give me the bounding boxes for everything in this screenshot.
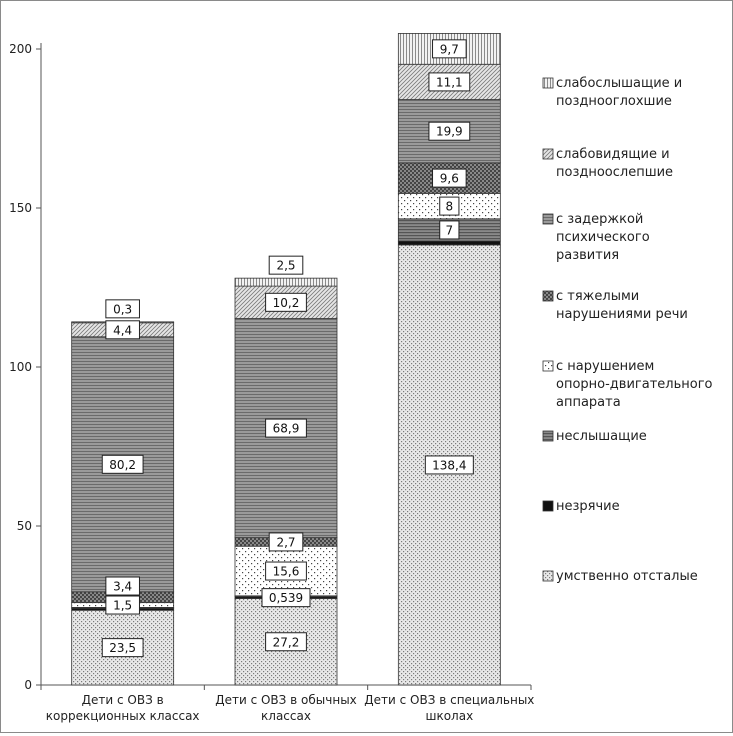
bar-segment bbox=[234, 277, 338, 287]
data-label: 0,539 bbox=[269, 591, 303, 605]
legend-label: поздноослепшие bbox=[556, 165, 673, 180]
data-label: 15,6 bbox=[273, 565, 300, 579]
data-label-box bbox=[101, 638, 144, 658]
legend-swatch bbox=[542, 570, 554, 582]
y-tick-label: 150 bbox=[9, 201, 32, 215]
data-label: 23,5 bbox=[109, 641, 136, 655]
legend-label: развития bbox=[556, 248, 619, 263]
y-tick-label: 200 bbox=[9, 42, 32, 56]
data-label-box bbox=[428, 72, 471, 92]
data-label: 9,6 bbox=[440, 172, 459, 186]
data-label: 2,5 bbox=[276, 259, 295, 273]
legend-swatch bbox=[542, 430, 554, 442]
x-tick-label: школах bbox=[425, 709, 473, 723]
legend-swatch bbox=[542, 290, 554, 302]
data-label: 7 bbox=[446, 223, 454, 237]
legend-label: слабослышащие и bbox=[556, 76, 682, 91]
data-label-box bbox=[105, 320, 140, 340]
data-label-box bbox=[105, 595, 140, 615]
data-label: 1,5 bbox=[113, 599, 132, 613]
x-tick-label: Дети с ОВЗ в bbox=[82, 693, 164, 707]
legend-label: позднооглохшие bbox=[556, 94, 672, 109]
data-label: 138,4 bbox=[432, 458, 466, 472]
data-label-box bbox=[261, 588, 311, 608]
legend-swatch bbox=[542, 213, 554, 225]
data-label-box bbox=[101, 454, 144, 474]
x-tick-label: классах bbox=[261, 709, 311, 723]
data-label-box bbox=[265, 418, 307, 438]
data-label-box bbox=[439, 220, 460, 240]
bar-segment bbox=[397, 240, 501, 246]
x-tick-label: коррекционных классах bbox=[46, 709, 200, 723]
data-label: 80,2 bbox=[109, 458, 136, 472]
data-label-box bbox=[424, 455, 474, 475]
data-label: 11,1 bbox=[436, 75, 463, 89]
data-label-box bbox=[105, 576, 140, 596]
data-label: 68,9 bbox=[273, 422, 300, 436]
data-label-box bbox=[428, 121, 471, 141]
data-label-box bbox=[265, 632, 307, 652]
data-label: 3,4 bbox=[113, 580, 132, 594]
x-tick-label: Дети с ОВЗ в специальных bbox=[364, 693, 534, 707]
legend-label: нарушениями речи bbox=[556, 307, 688, 322]
legend-label: незрячие bbox=[556, 499, 620, 514]
data-label: 27,2 bbox=[273, 635, 300, 649]
legend-label: слабовидящие и bbox=[556, 147, 670, 162]
data-label-box bbox=[105, 299, 140, 319]
legend-label: опорно-двигательного bbox=[556, 377, 713, 392]
legend-label: неслышащие bbox=[556, 429, 647, 444]
data-label: 0,3 bbox=[113, 302, 132, 316]
data-label: 19,9 bbox=[436, 125, 463, 139]
data-label: 10,2 bbox=[273, 296, 300, 310]
y-tick-label: 0 bbox=[24, 678, 32, 692]
legend-label: умственно отсталые bbox=[556, 569, 698, 584]
data-label-box bbox=[268, 255, 304, 275]
legend-label: аппарата bbox=[556, 395, 621, 410]
data-label: 9,7 bbox=[440, 42, 459, 56]
legend-swatch bbox=[542, 148, 554, 160]
legend-label: психического bbox=[556, 230, 650, 245]
legend-label: с нарушением bbox=[556, 359, 654, 374]
data-label-box bbox=[439, 196, 460, 216]
legend-label: с тяжелыми bbox=[556, 289, 639, 304]
legend-label: с задержкой bbox=[556, 212, 643, 227]
data-label-box bbox=[265, 561, 307, 581]
data-label-box bbox=[265, 292, 307, 312]
y-tick-label: 50 bbox=[17, 519, 32, 533]
data-label-box bbox=[432, 39, 467, 59]
data-label-box bbox=[432, 168, 467, 188]
y-tick-label: 100 bbox=[9, 360, 32, 374]
data-label: 4,4 bbox=[113, 323, 132, 337]
legend-swatch bbox=[542, 77, 554, 89]
data-label: 2,7 bbox=[276, 535, 295, 549]
x-tick-label: Дети с ОВЗ в обычных bbox=[215, 693, 357, 707]
data-label: 8 bbox=[446, 200, 454, 214]
legend-swatch bbox=[542, 360, 554, 372]
legend-swatch bbox=[542, 500, 554, 512]
data-label-box bbox=[268, 532, 304, 552]
